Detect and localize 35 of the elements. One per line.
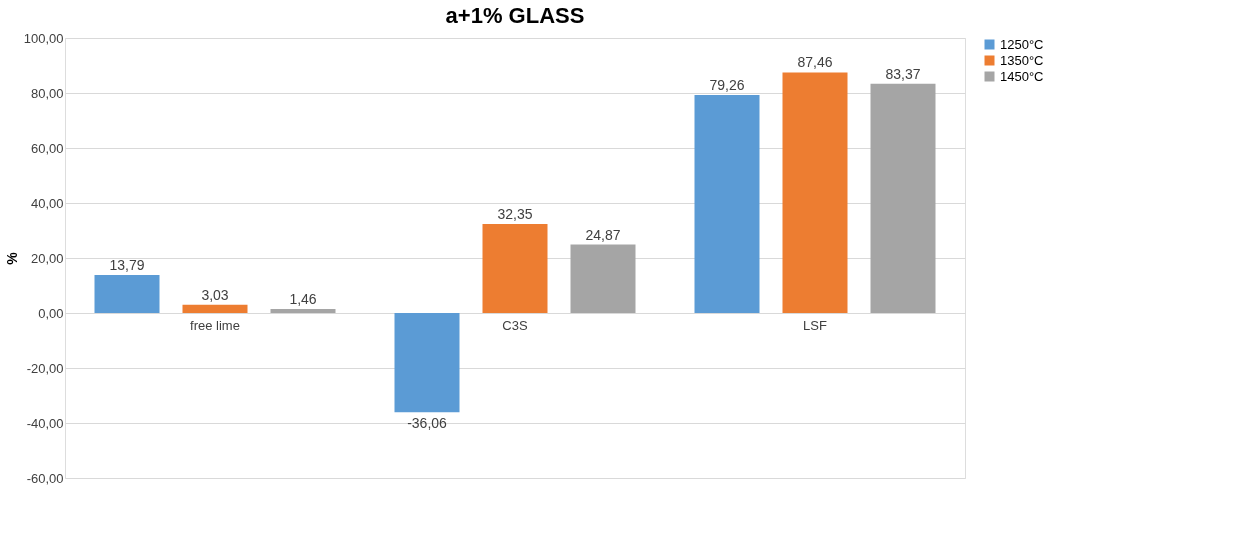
data-label: 87,46	[797, 54, 833, 71]
y-tick-label: -20,00	[26, 360, 64, 376]
bar	[694, 95, 760, 313]
data-label: 3,03	[201, 286, 229, 303]
y-tick-label: 100,00	[23, 30, 64, 46]
legend-label: 1250°C	[1000, 36, 1044, 52]
data-label: -36,06	[407, 415, 448, 432]
bar	[182, 304, 248, 313]
data-label: 1,46	[289, 290, 317, 307]
y-tick-label: -40,00	[26, 415, 64, 431]
y-tick-label: 60,00	[30, 140, 64, 156]
data-label: 32,35	[497, 206, 533, 223]
data-label: 79,26	[709, 77, 745, 94]
data-label: 13,79	[109, 257, 145, 274]
bar	[870, 83, 936, 313]
legend-label: 1450°C	[1000, 68, 1044, 84]
bar	[394, 313, 460, 413]
x-tick-label: C3S	[502, 317, 528, 333]
chart-title: a+1% GLASS	[445, 3, 585, 28]
y-tick-label: 0,00	[38, 305, 64, 321]
data-label: 24,87	[585, 226, 621, 243]
y-tick-label: -60,00	[26, 470, 64, 486]
y-tick-label: 80,00	[30, 85, 64, 101]
x-tick-label: LSF	[803, 317, 827, 333]
bar	[270, 308, 336, 313]
y-tick-label: 20,00	[30, 250, 64, 266]
legend-label: 1350°C	[1000, 52, 1044, 68]
bar	[482, 224, 548, 313]
bar	[94, 275, 160, 313]
y-tick-label: 40,00	[30, 195, 64, 211]
x-tick-label: free lime	[190, 317, 240, 333]
bar	[782, 72, 848, 313]
y-axis-title: %	[3, 251, 20, 265]
bar	[570, 244, 636, 313]
data-label: 83,37	[885, 65, 921, 82]
